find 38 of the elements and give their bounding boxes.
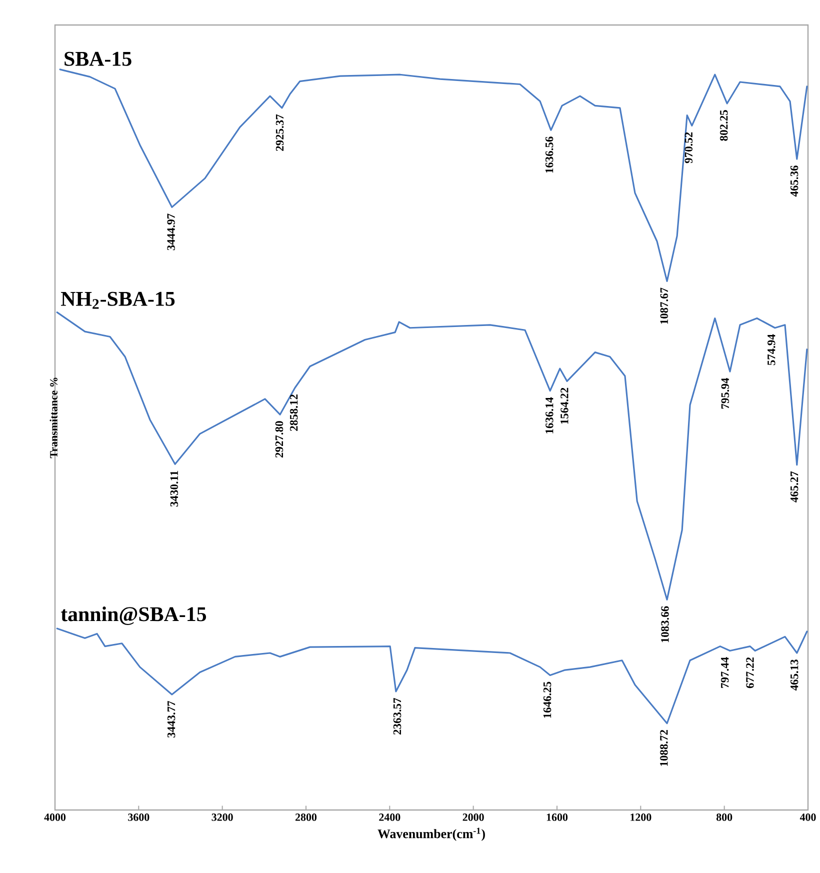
annotation: 2858.12	[290, 394, 298, 431]
annotation: 1088.72	[660, 730, 668, 766]
annotation: 2927.80	[275, 421, 284, 458]
annotation: 465.27	[790, 471, 798, 502]
annotation: 2363.57	[393, 698, 402, 734]
x-tick-label: 4000	[44, 814, 66, 821]
annotation: 795.94	[721, 378, 730, 409]
annotation: 802.25	[720, 110, 728, 141]
annotation: 465.13	[790, 660, 798, 691]
x-tick-label: 2400	[379, 814, 400, 821]
x-tick-label: 3200	[212, 814, 233, 821]
annotation: 797.44	[720, 657, 729, 688]
annotation: 1083.66	[661, 606, 669, 642]
annotation: 1564.22	[560, 388, 568, 424]
x-tick-label: 1600	[546, 814, 568, 821]
x-tick-label: 2000	[462, 814, 484, 821]
x-tick-label: 400	[800, 814, 816, 821]
x-tick-label: 800	[716, 814, 732, 821]
annotation: 465.36	[790, 166, 798, 197]
x-axis-title: Wavenumber(cm$^{-1}$)	[378, 828, 485, 841]
annotation: 3443.77	[167, 700, 176, 738]
annotation: 1636.56	[545, 136, 554, 173]
annotation: 677.22	[746, 657, 754, 688]
series-label: tannin@SBA-15	[60, 606, 206, 626]
annotation: 1646.25	[543, 682, 552, 718]
x-tick-label: 3600	[128, 814, 150, 821]
annotation: 3444.97	[167, 214, 175, 250]
annotation: 1087.67	[660, 288, 668, 324]
annotation: 3430.11	[170, 470, 178, 507]
annotation: 1636.14	[546, 397, 554, 434]
x-tick-label: 1200	[630, 814, 652, 821]
x-tick-label: 2800	[295, 814, 317, 821]
y-axis-title: Transmittance %	[50, 378, 58, 458]
series-label: NH$_{2}$-SBA-15	[60, 292, 175, 309]
annotation: 2925.37	[276, 114, 284, 151]
series-label: SBA-15	[64, 52, 132, 66]
annotation: 574.94	[768, 334, 776, 366]
annotation: 970.52	[684, 132, 693, 164]
